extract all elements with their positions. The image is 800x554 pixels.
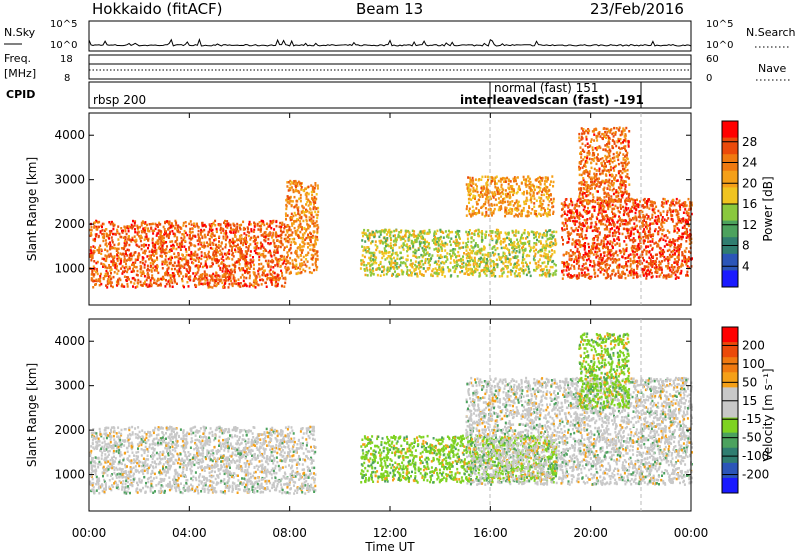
power-panel: 1000 2000 3000 4000 Slant Range [km] 4 8 12 16… — [25, 112, 775, 306]
colorbar-swatch — [722, 462, 738, 479]
nave-label: Nave — [758, 62, 786, 75]
colorbar-swatch — [722, 417, 738, 434]
cpid-program-interleaved: interleavedscan (fast) -191 — [460, 93, 644, 107]
velocity-panel: 1000 2000 3000 4000 Slant Range [km] 200 100… — [25, 318, 775, 512]
power-ylabel: Slant Range [km] — [25, 157, 39, 261]
colorbar-tick: 15 — [742, 394, 757, 408]
y-tick-label: 4000 — [54, 128, 85, 142]
x-tick-label: 04:00 — [172, 526, 207, 540]
colorbar-tick: 8 — [742, 239, 750, 253]
colorbar-tick: -50 — [742, 431, 762, 445]
x-tick-label: 20:00 — [573, 526, 608, 540]
y-tick-label: 3000 — [54, 379, 85, 393]
colorbar-tick: 24 — [742, 156, 757, 170]
nsearch-tick-top: 10^5 — [706, 19, 733, 30]
colorbar-swatch — [722, 447, 738, 464]
x-axis-label: Time UT — [364, 540, 415, 554]
y-tick-label: 3000 — [54, 173, 85, 187]
power-colorbar-label: Power [dB] — [761, 176, 775, 241]
x-tick-label: 00:00 — [72, 526, 107, 540]
colorbar-tick: 50 — [742, 375, 757, 389]
colorbar-swatch — [722, 387, 738, 403]
nsearch-label: N.Search — [746, 26, 796, 39]
colorbar-swatch — [722, 432, 738, 449]
colorbar-tick: -200 — [742, 468, 769, 482]
x-tick-label: 12:00 — [373, 526, 408, 540]
colorbar-swatch — [722, 121, 738, 139]
freq-tick-bottom: 8 — [64, 73, 70, 84]
date-title: 23/Feb/2016 — [590, 0, 684, 18]
colorbar-tick: -15 — [742, 412, 762, 426]
x-tick-label: 08:00 — [272, 526, 307, 540]
colorbar-swatch — [722, 477, 738, 494]
power-echo-cells — [89, 126, 693, 289]
colorbar-swatch — [722, 253, 738, 271]
colorbar-swatch — [722, 327, 738, 343]
nsky-tick-bottom: 10^0 — [50, 40, 77, 51]
colorbar-tick: 28 — [742, 135, 757, 149]
colorbar-tick: 12 — [742, 218, 757, 232]
colorbar-tick: -100 — [742, 449, 769, 463]
y-tick-label: 1000 — [54, 468, 85, 482]
colorbar-swatch — [722, 187, 738, 205]
cpid-program-normal: normal (fast) 151 — [494, 81, 598, 95]
freq-tick-top: 18 — [60, 54, 73, 65]
station-title: Hokkaido (fitACF) — [92, 0, 223, 18]
y-tick-label: 1000 — [54, 262, 85, 276]
x-tick-label: 00:00 — [674, 526, 709, 540]
cpid-panel: CPID rbsp 200 normal (fast) 151 interlea… — [6, 81, 692, 109]
freq-panel: Freq. [MHz] 18 8 60 0 Nave — [4, 52, 790, 84]
x-tick-label: 16:00 — [473, 526, 508, 540]
colorbar-swatch — [722, 402, 738, 419]
cpid-program-rbsp: rbsp 200 — [93, 93, 146, 107]
colorbar-swatch — [722, 204, 738, 222]
nsky-label: N.Sky — [4, 26, 36, 39]
colorbar-tick: 16 — [742, 197, 757, 211]
velocity-ylabel: Slant Range [km] — [25, 363, 39, 467]
freq-label: Freq. — [4, 52, 31, 65]
y-tick-label: 2000 — [54, 423, 85, 437]
y-tick-label: 4000 — [54, 334, 85, 348]
velocity-colorbar: 200 100 50 15 -15 -50 -100 -200 — [721, 326, 769, 494]
y-tick-label: 2000 — [54, 217, 85, 231]
colorbar-tick: 100 — [742, 357, 765, 371]
beam-title: Beam 13 — [356, 0, 423, 18]
nsky-trace — [88, 38, 692, 47]
colorbar-swatch — [722, 170, 738, 188]
colorbar-swatch — [722, 372, 738, 388]
freq-unit: [MHz] — [4, 67, 36, 80]
colorbar-swatch — [722, 137, 738, 155]
colorbar-swatch — [722, 270, 738, 288]
nave-tick-top: 60 — [706, 54, 719, 65]
nave-tick-bottom: 0 — [706, 73, 712, 84]
colorbar-swatch — [722, 357, 738, 373]
velocity-colorbar-label: Velocity [m s⁻¹] — [761, 368, 775, 461]
nsearch-tick-bottom: 10^0 — [706, 40, 733, 51]
velocity-echo-cells — [89, 332, 693, 495]
colorbar-swatch — [722, 342, 738, 358]
colorbar-tick: 4 — [742, 259, 750, 273]
nsky-panel: N.Sky 10^5 10^0 10^5 10^0 N.Search — [4, 19, 796, 52]
colorbar-swatch — [722, 220, 738, 238]
colorbar-tick: 200 — [742, 338, 765, 352]
power-colorbar: 4 8 12 16 20 24 28 — [721, 120, 757, 288]
cpid-label: CPID — [6, 88, 35, 101]
colorbar-tick: 20 — [742, 176, 757, 190]
nsky-tick-top: 10^5 — [50, 19, 77, 30]
